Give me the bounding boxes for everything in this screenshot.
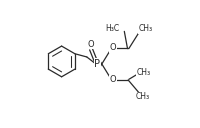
Text: O: O: [109, 76, 116, 84]
Text: CH₃: CH₃: [137, 68, 151, 77]
Text: H₃C: H₃C: [106, 24, 120, 33]
Text: CH₃: CH₃: [138, 24, 153, 33]
Text: O: O: [109, 44, 116, 52]
Text: CH₃: CH₃: [136, 92, 150, 101]
Text: O: O: [87, 40, 94, 49]
Text: P: P: [94, 59, 100, 69]
